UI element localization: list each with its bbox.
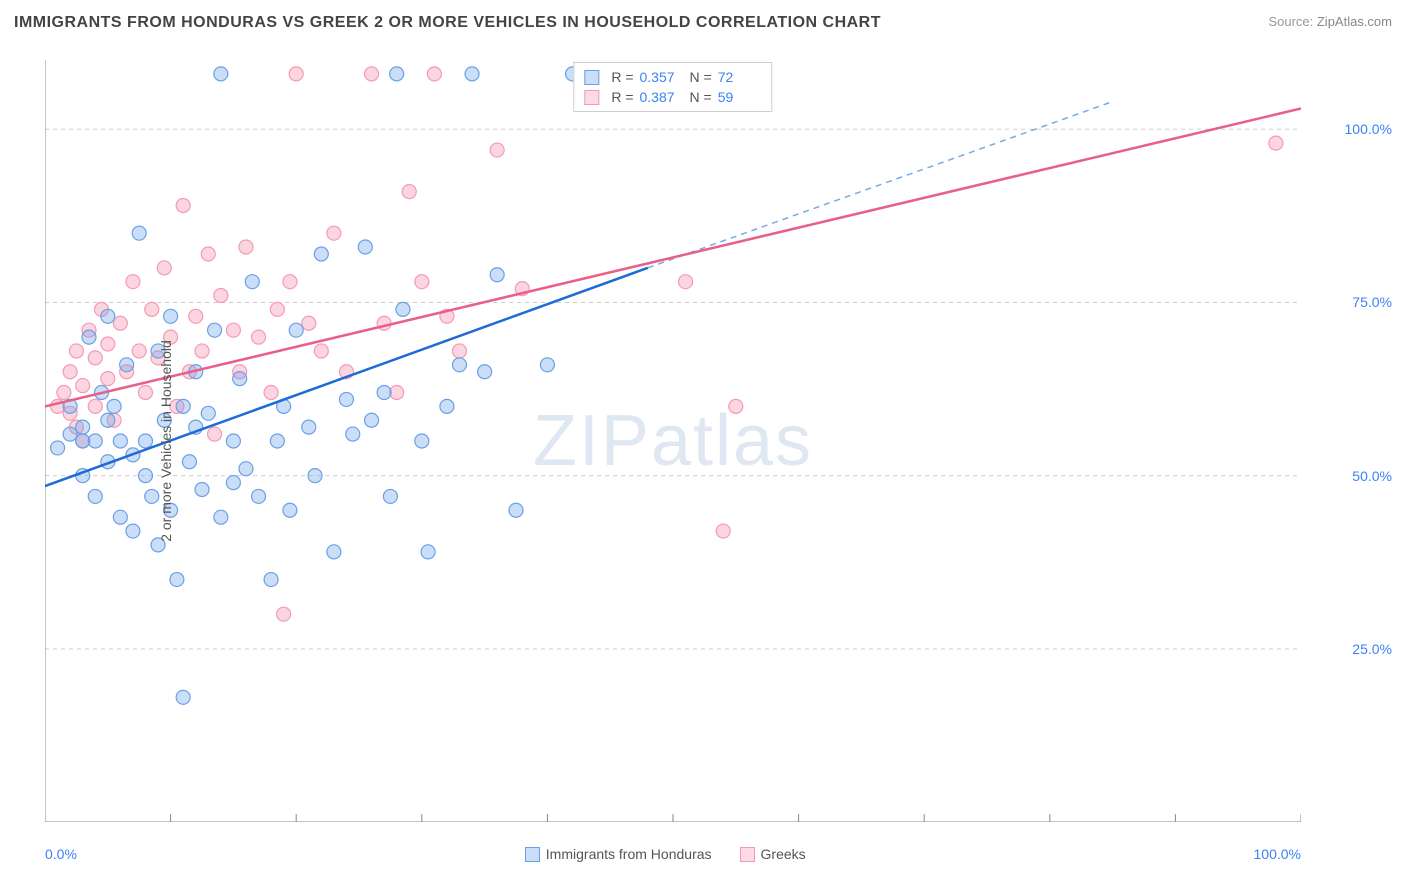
y-axis-label: 2 or more Vehicles in Household: [158, 340, 174, 542]
legend-row-blue: R = 0.357 N = 72: [584, 67, 761, 87]
source-credit: Source: ZipAtlas.com: [1268, 14, 1392, 29]
x-tick-right: 100.0%: [1254, 846, 1301, 862]
n-value-pink: 59: [718, 89, 762, 105]
y-tick-100: 100.0%: [1345, 121, 1392, 137]
r-value-blue: 0.357: [640, 69, 684, 85]
chart-title: IMMIGRANTS FROM HONDURAS VS GREEK 2 OR M…: [14, 14, 881, 32]
swatch-pink: [584, 90, 599, 105]
source-link[interactable]: ZipAtlas.com: [1317, 14, 1392, 29]
x-axis-row: 0.0% Immigrants from Honduras Greeks 100…: [45, 840, 1301, 868]
y-tick-25: 25.0%: [1352, 641, 1392, 657]
legend-row-pink: R = 0.387 N = 59: [584, 87, 761, 107]
legend-stats: R = 0.357 N = 72 R = 0.387 N = 59: [573, 62, 772, 112]
r-value-pink: 0.387: [640, 89, 684, 105]
n-label-blue: N =: [690, 69, 712, 85]
r-label-blue: R =: [611, 69, 633, 85]
legend-item-pink: Greeks: [740, 846, 806, 862]
legend-item-blue: Immigrants from Honduras: [525, 846, 712, 862]
n-label-pink: N =: [690, 89, 712, 105]
x-tick-left: 0.0%: [45, 846, 77, 862]
x-legend: Immigrants from Honduras Greeks: [77, 846, 1254, 862]
y-tick-50: 50.0%: [1352, 468, 1392, 484]
legend-label-pink: Greeks: [761, 846, 806, 862]
y-tick-labels: 25.0% 50.0% 75.0% 100.0%: [1312, 60, 1392, 822]
legend-label-blue: Immigrants from Honduras: [546, 846, 712, 862]
y-tick-75: 75.0%: [1352, 294, 1392, 310]
swatch-blue-icon: [525, 847, 540, 862]
source-prefix: Source:: [1268, 14, 1316, 29]
scatter-chart-svg: [45, 60, 1301, 822]
plot-area: 2 or more Vehicles in Household ZIPatlas…: [45, 60, 1301, 822]
swatch-pink-icon: [740, 847, 755, 862]
n-value-blue: 72: [718, 69, 762, 85]
swatch-blue: [584, 70, 599, 85]
r-label-pink: R =: [611, 89, 633, 105]
